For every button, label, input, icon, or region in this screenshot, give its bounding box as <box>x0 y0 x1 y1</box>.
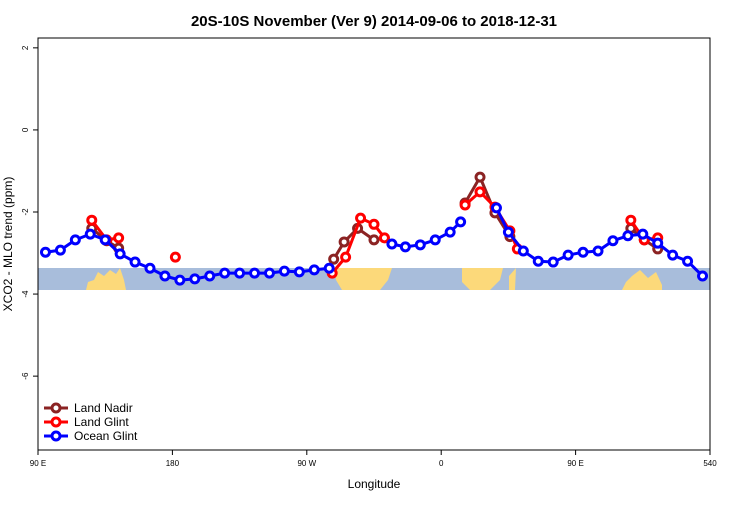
x-tick-label: 90 E <box>30 459 46 468</box>
y-axis-label: XCO2 - MLO trend (ppm) <box>1 177 15 312</box>
y-tick-label: -6 <box>21 372 30 380</box>
point <box>113 232 125 244</box>
land-shape <box>86 268 126 290</box>
y-tick-label: 2 <box>21 45 30 50</box>
point <box>86 214 98 226</box>
x-tick-label: 540 <box>703 459 717 468</box>
point <box>249 267 261 279</box>
point <box>386 238 398 250</box>
land-shape <box>622 270 662 290</box>
point <box>204 270 216 282</box>
point <box>159 270 171 282</box>
point <box>368 218 380 230</box>
point <box>577 246 589 258</box>
legend-label: Land Nadir <box>74 401 133 415</box>
point <box>323 262 335 274</box>
point <box>474 171 486 183</box>
point <box>129 256 141 268</box>
point <box>263 267 275 279</box>
land-shape <box>334 268 392 290</box>
point <box>517 245 529 257</box>
point <box>652 237 664 249</box>
point <box>682 255 694 267</box>
x-axis-label: Longitude <box>348 477 401 491</box>
y-tick-label: 0 <box>21 127 30 132</box>
point <box>368 234 380 246</box>
map-strip <box>38 268 710 290</box>
point <box>99 234 111 246</box>
point <box>399 241 411 253</box>
point <box>444 226 456 238</box>
point <box>169 251 181 263</box>
point <box>459 199 471 211</box>
point <box>174 274 186 286</box>
point <box>607 235 619 247</box>
x-tick-label: 180 <box>166 459 180 468</box>
point <box>532 255 544 267</box>
legend-marker <box>50 416 62 428</box>
y-tick-label: -4 <box>21 290 30 298</box>
point <box>69 234 81 246</box>
point <box>219 267 231 279</box>
point <box>455 216 467 228</box>
x-tick-label: 90 W <box>297 459 316 468</box>
point <box>429 234 441 246</box>
point <box>625 214 637 226</box>
x-tick-label: 90 E <box>567 459 583 468</box>
point <box>378 232 390 244</box>
point <box>328 253 340 265</box>
legend-label: Land Glint <box>74 415 129 429</box>
point <box>562 249 574 261</box>
point <box>293 266 305 278</box>
point <box>414 239 426 251</box>
point <box>144 262 156 274</box>
point <box>637 228 649 240</box>
y-tick-label: -2 <box>21 208 30 216</box>
point <box>490 202 502 214</box>
legend-marker <box>50 430 62 442</box>
plot-frame <box>37 37 711 451</box>
point <box>39 246 51 258</box>
point <box>592 245 604 257</box>
point <box>308 264 320 276</box>
point <box>54 244 66 256</box>
point <box>697 270 709 282</box>
point <box>547 256 559 268</box>
point <box>474 186 486 198</box>
legend-label: Ocean Glint <box>74 429 138 443</box>
point <box>667 249 679 261</box>
land-shape <box>462 268 503 290</box>
point <box>189 273 201 285</box>
point <box>355 212 367 224</box>
point <box>278 265 290 277</box>
point <box>338 236 350 248</box>
point <box>622 230 634 242</box>
point <box>234 267 246 279</box>
legend-marker <box>50 402 62 414</box>
point <box>340 251 352 263</box>
x-tick-label: 0 <box>439 459 444 468</box>
land-shape <box>509 268 516 290</box>
chart-title: 20S-10S November (Ver 9) 2014-09-06 to 2… <box>191 13 557 30</box>
point <box>114 248 126 260</box>
point <box>84 228 96 240</box>
point <box>502 226 514 238</box>
